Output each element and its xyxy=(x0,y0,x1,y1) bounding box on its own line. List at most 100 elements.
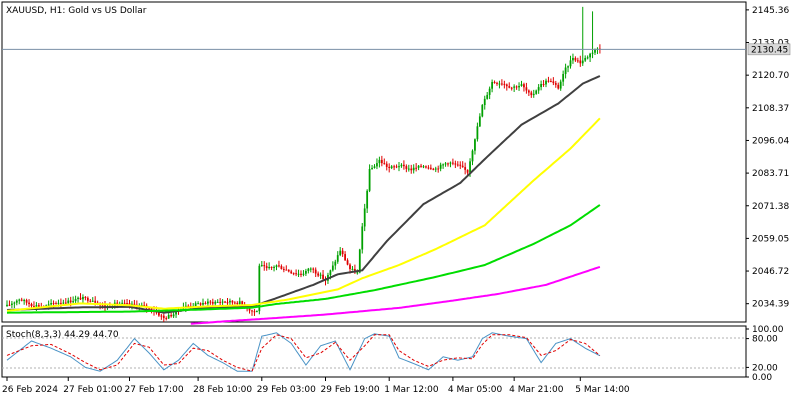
candle-body xyxy=(150,308,153,311)
candle xyxy=(204,301,207,305)
candle xyxy=(23,298,26,305)
candle-body xyxy=(515,86,518,88)
candle-body xyxy=(589,53,591,58)
candle xyxy=(307,267,310,274)
candle-body xyxy=(371,167,373,170)
candle-body xyxy=(55,303,57,305)
candle xyxy=(434,166,437,173)
candle-body xyxy=(265,266,268,269)
candle xyxy=(295,269,297,277)
candle-body xyxy=(260,265,263,267)
candle-body xyxy=(47,304,50,306)
candle-body xyxy=(94,300,97,303)
candle xyxy=(481,104,484,118)
candle-body xyxy=(380,159,383,164)
candle xyxy=(270,266,273,271)
candle xyxy=(55,301,57,305)
candle-body xyxy=(432,168,435,170)
candle-body xyxy=(314,269,317,274)
candle-body xyxy=(268,266,271,269)
candle-body xyxy=(290,271,293,274)
candle xyxy=(15,299,18,306)
candle-body xyxy=(466,169,469,173)
price-axis[interactable]: 2145.36 2133.03 2120.70 2108.37 2096.04 2083.… xyxy=(746,6,789,310)
stoch-tick-label: 80.00 xyxy=(752,335,778,345)
time-axis[interactable]: 26 Feb 2024 27 Feb 01:00 27 Feb 17:00 28 Fe… xyxy=(2,377,630,395)
candle-body xyxy=(444,163,447,165)
candle-body xyxy=(447,163,449,165)
candle-body xyxy=(86,297,89,301)
candle xyxy=(351,265,354,271)
candle xyxy=(373,164,376,169)
candle xyxy=(525,82,528,94)
candle-body xyxy=(385,163,388,167)
candle-body xyxy=(172,314,175,317)
candle xyxy=(383,158,386,165)
candle xyxy=(589,52,591,62)
candle xyxy=(574,56,577,62)
candle-body xyxy=(456,164,459,166)
candle xyxy=(410,164,413,174)
candle xyxy=(513,84,516,92)
candle-body xyxy=(412,167,415,171)
candle-body xyxy=(530,92,533,96)
candle-body xyxy=(229,300,231,303)
candle-body xyxy=(207,301,209,304)
candle xyxy=(260,261,263,267)
time-tick-label: 4 Mar 05:00 xyxy=(448,385,503,395)
candle xyxy=(273,265,275,272)
candle xyxy=(287,269,290,273)
candle xyxy=(278,260,280,268)
candle-body xyxy=(307,268,310,272)
candle xyxy=(368,164,371,193)
candlestick-series xyxy=(6,6,601,322)
candle-body xyxy=(393,166,395,168)
candle-body xyxy=(540,83,542,88)
candle-body xyxy=(204,303,207,305)
candle xyxy=(219,298,222,306)
candle xyxy=(390,165,393,170)
candle-body xyxy=(449,162,452,164)
candle-body xyxy=(505,84,508,87)
candle xyxy=(334,259,337,270)
candle-body xyxy=(483,98,486,106)
candle xyxy=(579,55,582,67)
candle-body xyxy=(84,296,87,298)
candle-body xyxy=(317,273,320,276)
candle-body xyxy=(253,311,256,313)
candle xyxy=(309,267,312,273)
candle xyxy=(407,164,410,172)
candle-body xyxy=(329,270,332,275)
candle-body xyxy=(170,315,173,317)
candle xyxy=(319,272,322,279)
candle xyxy=(79,293,82,300)
candle-body xyxy=(532,93,535,96)
current-price-label: 2130.45 xyxy=(751,45,788,55)
stochastic-signal-line xyxy=(6,334,601,372)
candle-body xyxy=(214,301,217,304)
candle-body xyxy=(434,168,437,170)
candle xyxy=(491,79,493,93)
price-tick-label: 2108.37 xyxy=(752,104,789,114)
candle-body xyxy=(6,304,8,307)
candle-body xyxy=(336,255,339,262)
candle-body xyxy=(33,306,35,308)
candle xyxy=(317,271,320,278)
candle-body xyxy=(579,60,582,64)
candle-body xyxy=(199,303,202,305)
candle-body xyxy=(143,305,146,307)
candle xyxy=(11,300,13,309)
price-tick-label: 2096.04 xyxy=(752,136,789,146)
candle xyxy=(567,65,569,73)
candle xyxy=(143,301,146,307)
candle xyxy=(576,57,579,63)
candle-body xyxy=(410,168,413,171)
candle xyxy=(280,264,283,270)
time-tick-label: 5 Mar 14:00 xyxy=(575,385,630,395)
candle xyxy=(422,164,425,169)
candle xyxy=(202,298,204,307)
candle xyxy=(388,163,391,173)
